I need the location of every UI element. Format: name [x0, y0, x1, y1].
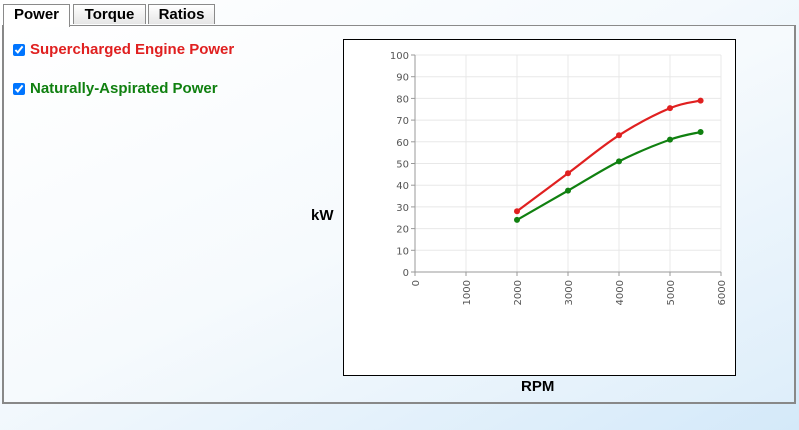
- naturally-aspirated-data-point: [667, 136, 673, 143]
- y-tick-label: 60: [396, 138, 409, 149]
- naturally-aspirated-data-point: [565, 187, 571, 194]
- naturally-aspirated-checkbox[interactable]: [13, 82, 25, 95]
- y-tick-label: 90: [396, 73, 409, 84]
- y-tick-label: 0: [403, 268, 409, 279]
- naturally-aspirated-label[interactable]: Naturally-Aspirated Power: [30, 80, 218, 97]
- tab-power[interactable]: Power: [3, 4, 70, 27]
- supercharged-data-point: [697, 97, 704, 104]
- x-tick-label: 1000: [462, 280, 473, 305]
- y-tick-label: 40: [396, 181, 409, 192]
- y-tick-label: 10: [396, 246, 409, 257]
- x-axis-title: RPM: [521, 378, 555, 395]
- tab-torque[interactable]: Torque: [73, 4, 146, 24]
- naturally-aspirated-data-point: [616, 158, 622, 165]
- supercharged-series-toggle: Supercharged Engine Power: [13, 41, 234, 58]
- x-tick-label: 6000: [717, 280, 728, 305]
- supercharged-data-point: [667, 105, 673, 112]
- supercharged-data-point: [616, 132, 622, 139]
- naturally-aspirated-data-point: [514, 216, 520, 223]
- y-tick-label: 70: [396, 116, 409, 127]
- y-tick-label: 50: [396, 160, 409, 171]
- y-tick-label: 100: [390, 51, 409, 62]
- y-tick-label: 20: [396, 225, 409, 236]
- naturally-aspirated-data-point: [697, 129, 704, 136]
- naturally-aspirated-series-toggle: Naturally-Aspirated Power: [13, 80, 218, 97]
- x-tick-label: 3000: [564, 280, 575, 305]
- x-tick-label: 0: [411, 280, 422, 286]
- power-chart: 0 10 20 30 40 50 60 70 80 90 100 0 1000 2000 3000 4000 5…: [343, 39, 736, 376]
- supercharged-label[interactable]: Supercharged Engine Power: [30, 41, 235, 58]
- x-tick-label: 5000: [666, 280, 677, 305]
- y-tick-label: 30: [396, 203, 409, 214]
- supercharged-data-point: [565, 170, 571, 177]
- supercharged-series-line: [516, 99, 701, 213]
- x-tick-label: 2000: [513, 280, 524, 305]
- tab-ratios[interactable]: Ratios: [148, 4, 215, 24]
- y-tick-label: 80: [396, 94, 409, 105]
- y-axis-title: kW: [311, 207, 334, 224]
- x-tick-label: 4000: [615, 280, 626, 305]
- supercharged-data-point: [514, 208, 520, 215]
- supercharged-checkbox[interactable]: [13, 43, 25, 56]
